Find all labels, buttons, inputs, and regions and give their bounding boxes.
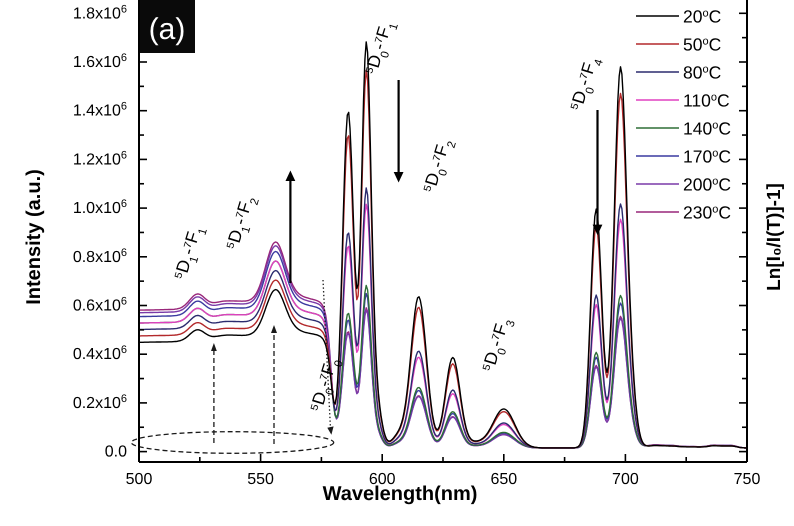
svg-text:Wavelength(nm): Wavelength(nm)	[323, 483, 478, 505]
svg-text:0.8x106: 0.8x106	[73, 247, 127, 266]
svg-text:1.0x106: 1.0x106	[73, 198, 127, 217]
svg-text:Intensity (a.u.): Intensity (a.u.)	[23, 169, 45, 305]
svg-text:50oC: 50oC	[683, 35, 721, 55]
svg-text:700: 700	[612, 471, 639, 488]
svg-text:0.4x106: 0.4x106	[73, 344, 127, 363]
svg-text:500: 500	[126, 471, 153, 488]
svg-text:20oC: 20oC	[683, 7, 721, 27]
svg-text:1.8x106: 1.8x106	[73, 3, 127, 22]
svg-text:Ln[I₀/I(T)]-1]: Ln[I₀/I(T)]-1]	[764, 183, 785, 291]
svg-text:(a): (a)	[149, 13, 186, 46]
svg-text:140oC: 140oC	[683, 119, 731, 139]
svg-text:0.2x106: 0.2x106	[73, 393, 127, 412]
svg-text:650: 650	[490, 471, 517, 488]
svg-text:1.6x106: 1.6x106	[73, 52, 127, 71]
svg-text:1.4x106: 1.4x106	[73, 101, 127, 120]
svg-text:170oC: 170oC	[683, 147, 731, 167]
svg-text:230oC: 230oC	[683, 203, 731, 223]
svg-text:80oC: 80oC	[683, 63, 721, 83]
svg-text:1.2x106: 1.2x106	[73, 149, 127, 168]
svg-text:550: 550	[247, 471, 274, 488]
svg-text:110oC: 110oC	[683, 91, 730, 111]
svg-text:750: 750	[734, 471, 761, 488]
svg-text:200oC: 200oC	[683, 175, 731, 195]
svg-text:0.6x106: 0.6x106	[73, 296, 127, 315]
svg-text:0.0: 0.0	[105, 444, 127, 461]
